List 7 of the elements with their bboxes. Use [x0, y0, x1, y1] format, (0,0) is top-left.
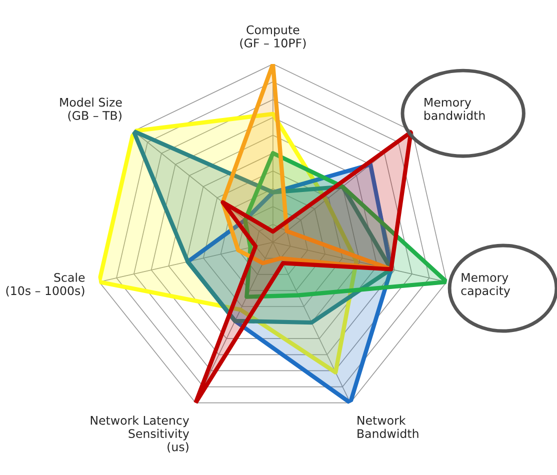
spoke-label: Network Latency Sensitivity (us)	[90, 416, 190, 453]
spoke-label: Memory capacity	[461, 273, 510, 298]
spoke-label: Memory bandwidth	[424, 98, 485, 120]
spoke-label: Network Bandwidth	[358, 416, 418, 438]
spoke-label: Compute (GF – 10PF)	[240, 25, 306, 49]
spoke-label: Scale (10s – 1000s)	[6, 272, 85, 297]
spoke-label: Model Size (GB – TB)	[60, 98, 122, 122]
